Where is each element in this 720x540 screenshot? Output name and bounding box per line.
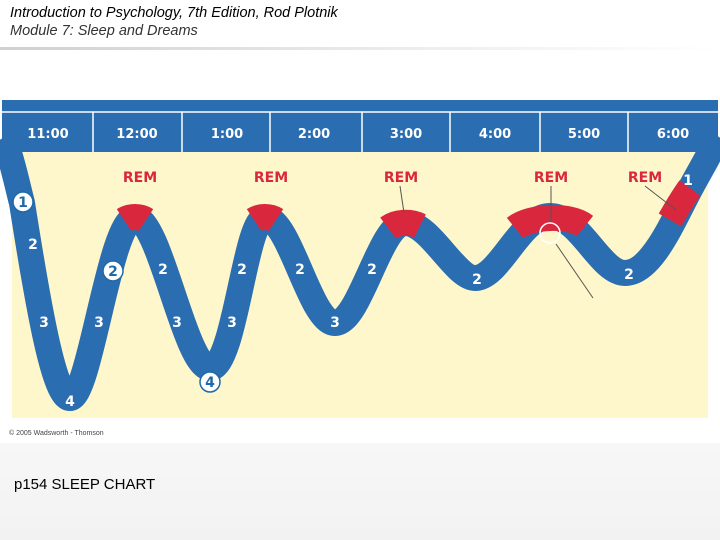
stage-label: 2 (28, 237, 38, 253)
stage-label: 3 (330, 315, 340, 331)
stage-label: 2 (472, 272, 482, 288)
stage-label: 1 (683, 173, 693, 189)
rem-segment (380, 209, 426, 240)
hour-label: 4:00 (479, 127, 511, 142)
stage-label: 3 (227, 315, 237, 331)
hour-label: 6:00 (657, 127, 689, 142)
hour-label: 12:00 (116, 127, 157, 142)
rem-label: REM (123, 170, 157, 186)
hour-label: 2:00 (298, 127, 330, 142)
hour-label: 11:00 (27, 127, 68, 142)
rem-segment (116, 204, 154, 232)
copyright-text: © 2005 Wadsworth - Thomson (9, 429, 104, 437)
stage-label: 3 (39, 315, 49, 331)
hour-label: 3:00 (390, 127, 422, 142)
hour-dividers (92, 112, 629, 152)
rem-labels: REM REM REM REM REM (123, 170, 662, 186)
hour-label: 5:00 (568, 127, 600, 142)
stage-labels: 1 2 3 4 3 2 2 3 4 3 2 2 3 2 2 2 1 (12, 173, 693, 410)
rem-segment (506, 204, 594, 240)
slide-caption: p154 SLEEP CHART (14, 476, 156, 493)
hour-label: 1:00 (211, 127, 243, 142)
stage-label: 3 (172, 315, 182, 331)
hour-labels: 11:00 12:00 1:00 2:00 3:00 4:00 5:00 6:0… (27, 127, 689, 142)
stage-marker-circle (199, 371, 221, 393)
stage-label: 1 (18, 195, 28, 211)
stage-label: 2 (108, 264, 118, 280)
rem-pointers (399, 185, 677, 299)
slide-subtitle: Module 7: Sleep and Dreams (10, 23, 198, 39)
header-divider (0, 47, 720, 50)
hour-header-bar (2, 100, 718, 152)
stage-label: 2 (295, 262, 305, 278)
stage-label: 4 (205, 375, 215, 391)
stage-label: 2 (158, 262, 168, 278)
rem-label: REM (628, 170, 662, 186)
slide-title: Introduction to Psychology, 7th Edition,… (10, 5, 338, 21)
stage-label: 3 (94, 315, 104, 331)
rem-segment (658, 180, 701, 227)
stage-label: 2 (624, 267, 634, 283)
rem-label: REM (254, 170, 288, 186)
stage-marker-circle (102, 260, 124, 282)
sleep-cycle-diagram: 11:00 12:00 1:00 2:00 3:00 4:00 5:00 6:0… (0, 98, 720, 443)
stage-marker-circle (12, 191, 34, 213)
rem-label: REM (384, 170, 418, 186)
stage-label: 2 (367, 262, 377, 278)
sleep-stage-wave (0, 135, 720, 411)
rem-label: REM (534, 170, 568, 186)
rem-segment (246, 204, 284, 232)
rem-segments (116, 180, 701, 240)
slide-header: Introduction to Psychology, 7th Edition,… (10, 4, 338, 40)
rem-highlight-ring (539, 222, 561, 244)
stage-label: 4 (65, 394, 75, 410)
stage-label: 2 (237, 262, 247, 278)
